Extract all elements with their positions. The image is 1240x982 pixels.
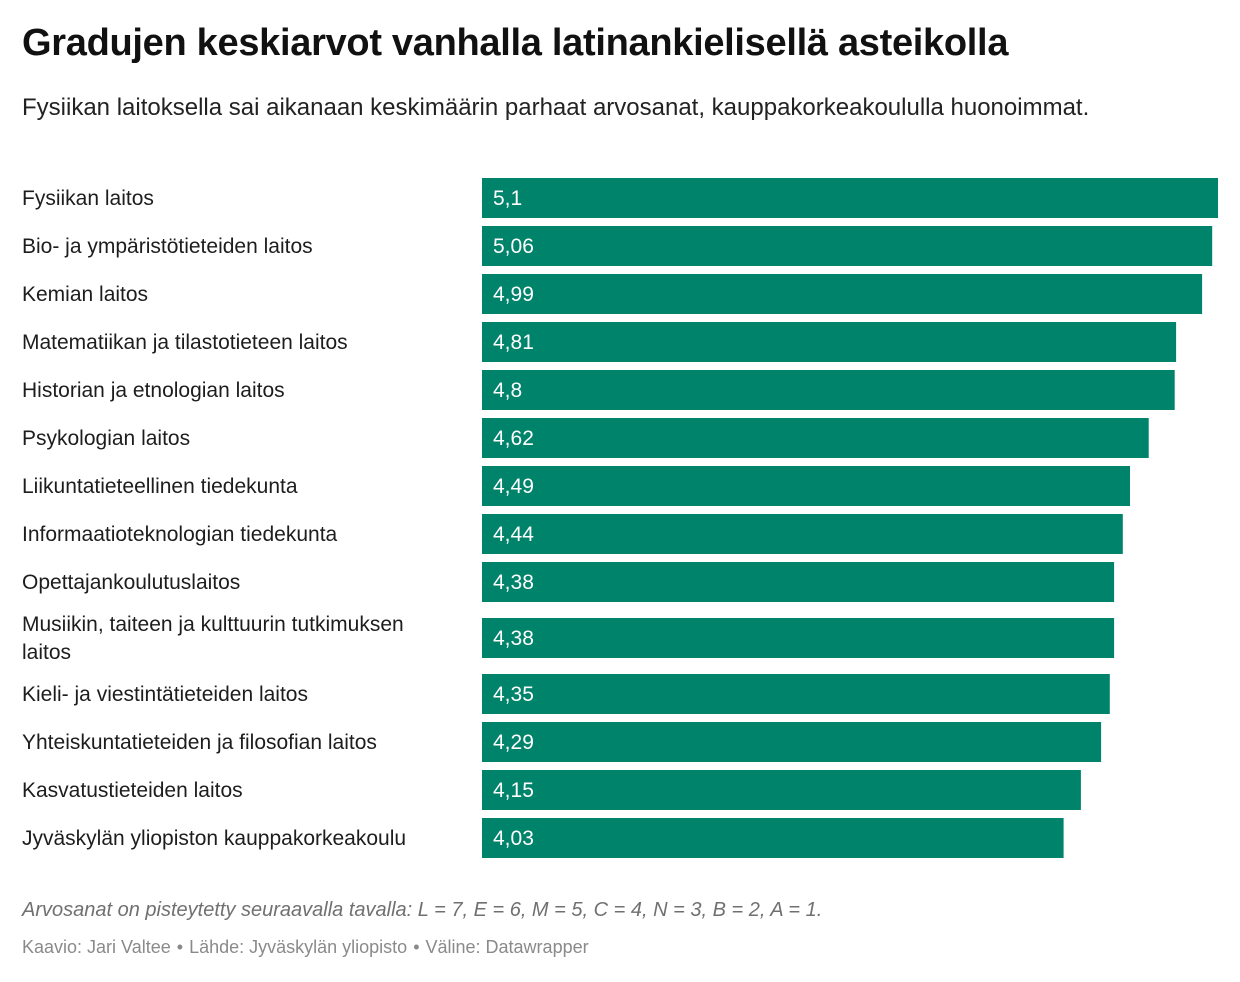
bar — [482, 722, 1102, 762]
category-label-line: Historian ja etnologian laitos — [22, 379, 285, 402]
category-label-line: Bio- ja ympäristötieteiden laitos — [22, 235, 313, 258]
bar — [482, 562, 1115, 602]
category-label-line: Kasvatustieteiden laitos — [22, 779, 243, 802]
chart-title: Gradujen keskiarvot vanhalla latinankiel… — [22, 22, 1009, 64]
category-label-line: Musiikin, taiteen ja kulttuurin tutkimuk… — [22, 613, 404, 636]
category-label-line: Liikuntatieteellinen tiedekunta — [22, 475, 298, 498]
value-label: 4,81 — [493, 331, 534, 354]
bar — [482, 226, 1213, 266]
category-label-line: Jyväskylän yliopiston kauppakorkeakoulu — [22, 827, 406, 850]
bar — [482, 274, 1203, 314]
category-label: Yhteiskuntatieteiden ja filosofian laito… — [22, 731, 377, 754]
category-label: Kemian laitos — [22, 283, 148, 306]
bar — [482, 178, 1218, 218]
value-label: 4,8 — [493, 379, 522, 402]
value-label: 5,1 — [493, 187, 522, 210]
value-label: 4,49 — [493, 475, 534, 498]
category-label-line: Psykologian laitos — [22, 427, 190, 450]
value-label: 4,44 — [493, 523, 534, 546]
category-label: Fysiikan laitos — [22, 187, 154, 210]
bar — [482, 514, 1123, 554]
category-label: Matematiikan ja tilastotieteen laitos — [22, 331, 348, 354]
category-label: Kasvatustieteiden laitos — [22, 779, 243, 802]
bar — [482, 818, 1064, 858]
category-label: Bio- ja ympäristötieteiden laitos — [22, 235, 313, 258]
category-label: Psykologian laitos — [22, 427, 190, 450]
category-label-line: Informaatioteknologian tiedekunta — [22, 523, 338, 546]
value-label: 4,15 — [493, 779, 534, 802]
bar — [482, 770, 1081, 810]
footer-credits: Kaavio: Jari Valtee • Lähde: Jyväskylän yl… — [22, 937, 589, 958]
bar — [482, 370, 1175, 410]
value-label: 4,62 — [493, 427, 534, 450]
source-text: Lähde: Jyväskylän yliopisto — [189, 937, 408, 957]
bar — [482, 418, 1149, 458]
separator: • — [176, 937, 184, 957]
category-label: Opettajankoulutuslaitos — [22, 571, 240, 594]
value-label: 4,99 — [493, 283, 534, 306]
credit-text: Kaavio: Jari Valtee — [22, 937, 171, 957]
category-label-line: Kieli- ja viestintätieteiden laitos — [22, 683, 308, 706]
value-label: 4,38 — [493, 627, 534, 650]
bar — [482, 322, 1177, 362]
category-label-line: Kemian laitos — [22, 283, 148, 306]
bar — [482, 674, 1110, 714]
category-label-line: laitos — [22, 641, 71, 664]
bar — [482, 618, 1115, 658]
category-label: Jyväskylän yliopiston kauppakorkeakoulu — [22, 827, 406, 850]
category-label: Historian ja etnologian laitos — [22, 379, 285, 402]
value-label: 5,06 — [493, 235, 534, 258]
category-label: Kieli- ja viestintätieteiden laitos — [22, 683, 308, 706]
category-label: Liikuntatieteellinen tiedekunta — [22, 475, 298, 498]
category-label-line: Fysiikan laitos — [22, 187, 154, 210]
category-label-line: Matematiikan ja tilastotieteen laitos — [22, 331, 348, 354]
tool-text: Väline: Datawrapper — [425, 937, 589, 957]
category-label: Informaatioteknologian tiedekunta — [22, 523, 338, 546]
value-label: 4,29 — [493, 731, 534, 754]
category-label: Musiikin, taiteen ja kulttuurin tutkimuk… — [22, 613, 404, 664]
value-label: 4,35 — [493, 683, 534, 706]
separator: • — [413, 937, 420, 957]
bar-chart: Fysiikan laitos 5,1 Bio- ja ympäristötiete… — [22, 178, 1218, 858]
value-label: 4,38 — [493, 571, 534, 594]
category-label-line: Yhteiskuntatieteiden ja filosofian laito… — [22, 731, 377, 754]
chart-subtitle: Fysiikan laitoksella sai aikanaan keskim… — [22, 94, 1090, 121]
bar — [482, 466, 1130, 506]
value-label: 4,03 — [493, 827, 534, 850]
footer-note: Arvosanat on pisteytetty seuraavalla tav… — [22, 899, 823, 921]
category-label-line: Opettajankoulutuslaitos — [22, 571, 240, 594]
